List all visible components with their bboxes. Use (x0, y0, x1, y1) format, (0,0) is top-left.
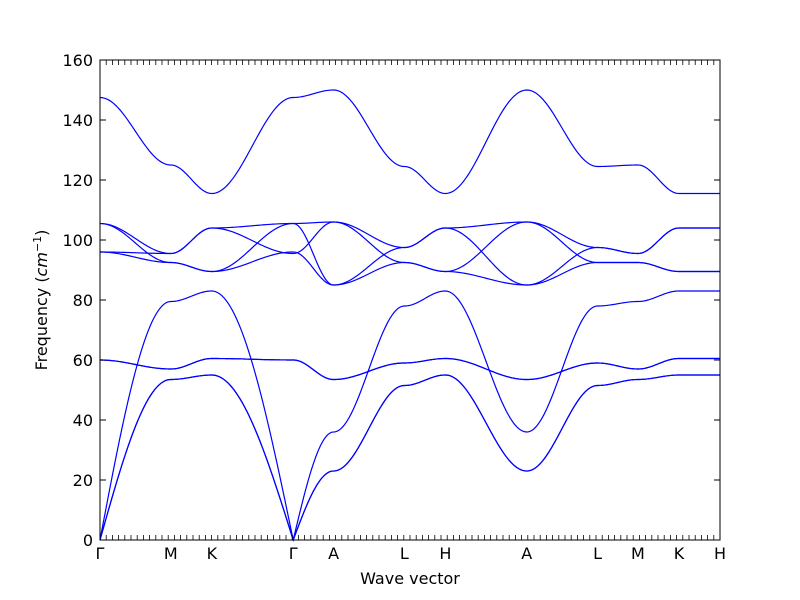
y-tick-label: 120 (62, 171, 93, 190)
plot-background (100, 60, 720, 540)
y-tick-label: 80 (73, 291, 93, 310)
x-axis-title: Wave vector (360, 569, 460, 588)
x-tick-label: L (593, 544, 602, 563)
y-tick-label: 60 (73, 351, 93, 370)
band-line-5 (99, 357, 720, 381)
band-line-2 (99, 374, 720, 542)
x-tick-label: K (674, 544, 685, 563)
x-tick-label: M (631, 544, 645, 563)
x-tick-label: H (439, 544, 451, 563)
y-tick-label: 140 (62, 111, 93, 130)
x-tick-label: L (400, 544, 409, 563)
y-axis-title-exponent: −1 (31, 236, 44, 252)
plot-frame (99, 59, 721, 541)
band-line-3 (99, 290, 720, 541)
y-tick-label: 20 (73, 471, 93, 490)
x-tick-label: Γ (96, 544, 105, 563)
band-curves (99, 89, 720, 542)
band-line-9 (100, 222, 720, 286)
y-axis-title-text: Frequency ( (32, 276, 51, 370)
y-tick-label: 100 (62, 231, 93, 250)
x-tick-label: K (207, 544, 218, 563)
x-tick-label: H (714, 544, 726, 563)
y-tick-label: 160 (62, 51, 93, 70)
y-axis-title: Frequency (cm−1) (31, 230, 51, 371)
band-line-10 (99, 89, 720, 195)
band-line-7 (99, 221, 720, 273)
y-axis-title-math: cm (32, 252, 51, 276)
x-tick-label: A (328, 544, 339, 563)
y-axis-title-close: ) (32, 230, 51, 236)
y-tick-label: 40 (73, 411, 93, 430)
x-tick-label: Γ (289, 544, 298, 563)
x-tick-label: M (164, 544, 178, 563)
x-tick-label: A (521, 544, 532, 563)
axis-ticks: 0 20 40 60 80 100 120 140 160 Γ M K Γ A L H A L M K H (62, 51, 726, 563)
y-tick-label: 0 (83, 531, 93, 550)
